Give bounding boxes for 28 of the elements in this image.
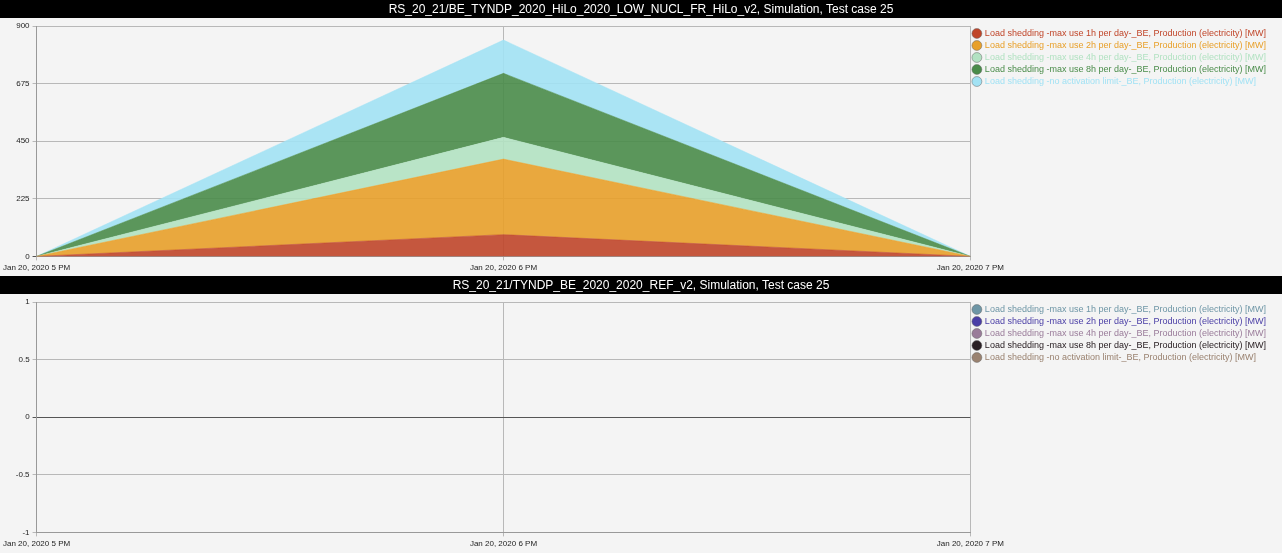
x-tick-label: Jan 20, 2020 6 PM — [469, 539, 538, 549]
y-tick-label: 1 — [25, 297, 31, 307]
x-tick-label: Jan 20, 2020 6 PM — [469, 263, 538, 273]
chart-title: RS_20_21/BE_TYNDP_2020_HiLo_2020_LOW_NUCL_FR_HiLo_v2, Simulation, Test case 25 — [0, 0, 1282, 18]
chart-title: RS_20_21/TYNDP_BE_2020_2020_REF_v2, Simulation, Test case 25 — [0, 276, 1282, 294]
legend-label: Load shedding -max use 4h per day-_BE, Production (electricity) [MW] — [984, 51, 1267, 62]
y-tick-label: 225 — [16, 194, 31, 203]
legend-label: Load shedding -max use 1h per day-_BE, Production (electricity) [MW] — [984, 303, 1267, 314]
legend-label: Load shedding -max use 8h per day-_BE, Production (electricity) [MW] — [984, 63, 1267, 74]
x-tick-label: Jan 20, 2020 7 PM — [936, 539, 1005, 549]
y-tick-label: 450 — [16, 136, 31, 146]
legend-label: Load shedding -max use 8h per day-_BE, Production (electricity) [MW] — [984, 339, 1267, 350]
legend-label: Load shedding -max use 2h per day-_BE, Production (electricity) [MW] — [984, 315, 1267, 326]
legend-label: Load shedding -max use 2h per day-_BE, Production (electricity) [MW] — [984, 39, 1267, 50]
y-tick-label: 900 — [16, 21, 31, 31]
legend-label: Load shedding -no activation limit-_BE, Production (electricity) [MW] — [984, 75, 1256, 86]
y-tick-label: 0.5 — [18, 354, 31, 364]
legend-label: Load shedding -max use 4h per day-_BE, Production (electricity) [MW] — [984, 327, 1267, 338]
legend-label: Load shedding -no activation limit-_BE, Production (electricity) [MW] — [984, 351, 1256, 362]
y-tick-label: -0.5 — [15, 470, 31, 479]
y-tick-label: 0 — [25, 412, 31, 422]
x-tick-label: Jan 20, 2020 5 PM — [3, 539, 71, 549]
x-tick-label: Jan 20, 2020 5 PM — [3, 263, 71, 273]
y-tick-label: 675 — [16, 78, 31, 88]
y-tick-label: 0 — [25, 251, 31, 261]
legend-label: Load shedding -max use 1h per day-_BE, Production (electricity) [MW] — [984, 27, 1267, 38]
x-tick-label: Jan 20, 2020 7 PM — [936, 263, 1005, 273]
y-tick-label: -1 — [22, 527, 31, 537]
